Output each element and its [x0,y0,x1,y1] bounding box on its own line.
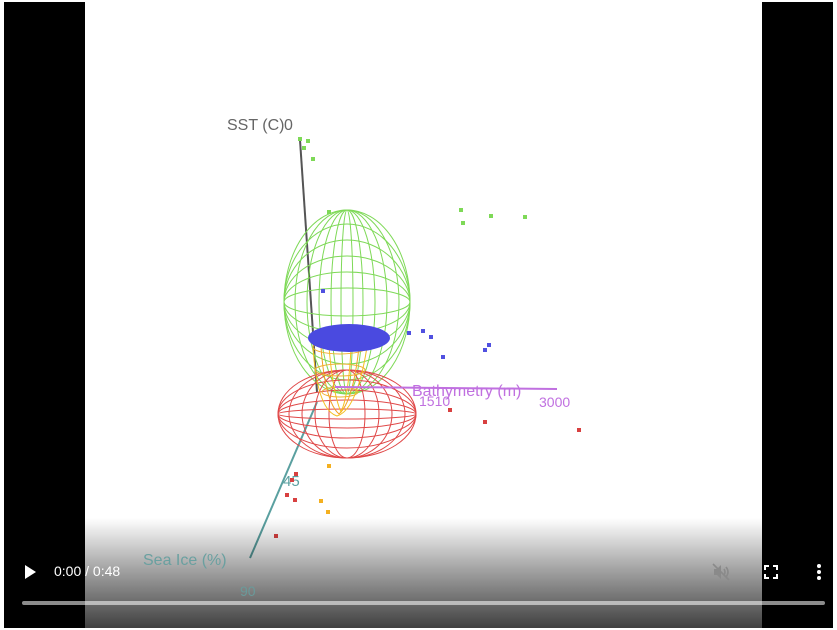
yellow-point [327,464,331,468]
red-points [274,408,581,538]
red-point [483,420,487,424]
green-points [298,137,527,225]
blue-point [487,343,491,347]
green-point [302,146,306,150]
sst-axis-tick: 0 [284,117,293,134]
current-time: 0:00 [54,563,82,579]
duration: 0:48 [92,563,121,579]
more-vert-icon [817,564,821,580]
blue-point [321,289,325,293]
volume-muted-icon [712,563,730,581]
green-point [311,157,315,161]
fullscreen-icon [764,565,778,579]
play-icon [25,565,36,579]
red-point [294,472,298,476]
green-ellipsoid [283,209,411,395]
yellow-points [319,464,331,514]
bathymetry-axis-label: Bathymetry (m) [412,383,521,400]
video-controls: 0:00 / 0:48 [4,558,833,628]
green-point [298,137,302,141]
blue-point [483,348,487,352]
yellow-point [326,510,330,514]
red-point [577,428,581,432]
yellow-point [319,499,323,503]
green-point [489,214,493,218]
blue-point [441,355,445,359]
blue-point [407,331,411,335]
time-display: 0:00 / 0:48 [54,563,120,579]
play-button[interactable] [18,560,42,584]
green-point [461,221,465,225]
progress-bar[interactable] [22,601,825,605]
more-options-button[interactable] [807,560,831,584]
video-player[interactable]: SST (C) 0 45 [4,2,833,628]
blue-disk [308,324,390,352]
green-point [459,208,463,212]
green-point [327,210,331,214]
blue-point [421,329,425,333]
bathymetry-axis-tick-mid: 1510 [419,393,450,409]
fullscreen-button[interactable] [759,560,783,584]
red-point [448,408,452,412]
time-separator: / [81,563,93,579]
bathymetry-axis-tick-end: 3000 [539,394,570,410]
blue-points [321,289,491,359]
video-frame: SST (C) 0 45 [85,2,762,628]
3d-scatter-plot: SST (C) 0 45 [227,117,581,559]
bathymetry-axis-line [334,386,558,390]
red-point [293,498,297,502]
sst-axis-label: SST (C) [227,117,284,134]
red-point [274,534,278,538]
green-point [523,215,527,219]
red-point [285,493,289,497]
blue-point [429,335,433,339]
green-point [306,139,310,143]
mute-button[interactable] [709,560,733,584]
red-point [290,478,294,482]
